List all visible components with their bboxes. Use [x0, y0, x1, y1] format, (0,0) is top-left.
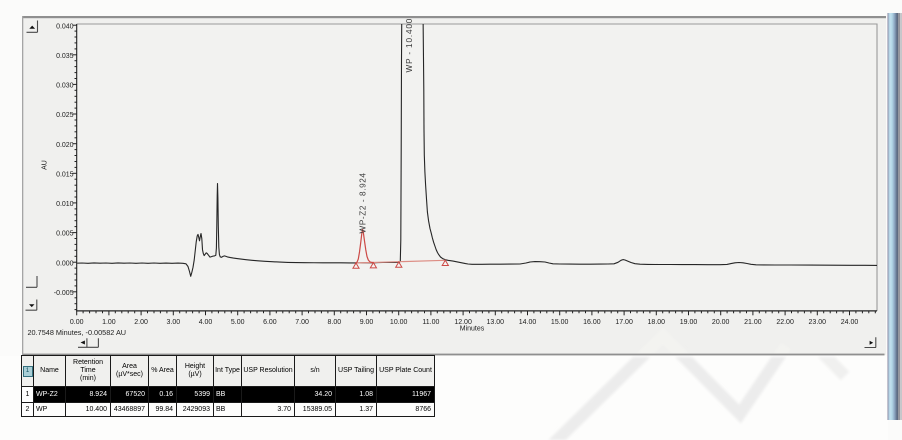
svg-text:3.00: 3.00 [166, 319, 180, 326]
svg-text:15.00: 15.00 [551, 319, 569, 326]
svg-text:0.035: 0.035 [56, 53, 74, 60]
svg-text:17.00: 17.00 [615, 319, 633, 326]
svg-text:6.00: 6.00 [263, 319, 277, 326]
svg-text:0.025: 0.025 [56, 112, 74, 119]
svg-text:22.00: 22.00 [776, 319, 794, 326]
svg-text:11.00: 11.00 [422, 319, 439, 326]
svg-text:21.00: 21.00 [744, 319, 762, 326]
svg-text:20.00: 20.00 [712, 319, 730, 326]
svg-text:0.005: 0.005 [56, 231, 74, 238]
svg-text:0.020: 0.020 [56, 142, 74, 149]
svg-text:WP - 10.400: WP - 10.400 [405, 18, 414, 73]
svg-text:12.00: 12.00 [454, 319, 472, 326]
svg-text:5.00: 5.00 [231, 319, 245, 326]
svg-text:14.00: 14.00 [519, 319, 537, 326]
svg-text:13.00: 13.00 [487, 319, 505, 326]
svg-text:16.00: 16.00 [583, 319, 601, 326]
svg-text:20.7548 Minutes, -0.00582 AU: 20.7548 Minutes, -0.00582 AU [28, 328, 127, 337]
svg-text:10.00: 10.00 [390, 319, 408, 326]
svg-text:-0.005: -0.005 [54, 290, 74, 297]
svg-text:8.00: 8.00 [327, 319, 341, 326]
svg-text:WP-Z2 - 8.924: WP-Z2 - 8.924 [358, 172, 367, 233]
svg-text:0.00: 0.00 [70, 319, 84, 326]
svg-text:23.00: 23.00 [809, 319, 827, 326]
svg-text:0.000: 0.000 [56, 260, 74, 267]
svg-text:7.00: 7.00 [295, 319, 309, 326]
svg-text:Minutes: Minutes [460, 326, 485, 333]
svg-text:18.00: 18.00 [648, 319, 666, 326]
svg-text:0.030: 0.030 [56, 83, 74, 90]
svg-text:19.00: 19.00 [680, 319, 698, 326]
svg-text:2.00: 2.00 [134, 319, 148, 326]
svg-text:0.015: 0.015 [56, 171, 74, 178]
svg-text:0.010: 0.010 [56, 201, 74, 208]
svg-text:9.00: 9.00 [360, 319, 374, 326]
svg-text:1.00: 1.00 [102, 319, 116, 326]
svg-text:24.00: 24.00 [841, 319, 859, 326]
svg-text:0.040: 0.040 [56, 23, 74, 30]
svg-text:4.00: 4.00 [199, 319, 213, 326]
svg-text:AU: AU [42, 160, 49, 170]
